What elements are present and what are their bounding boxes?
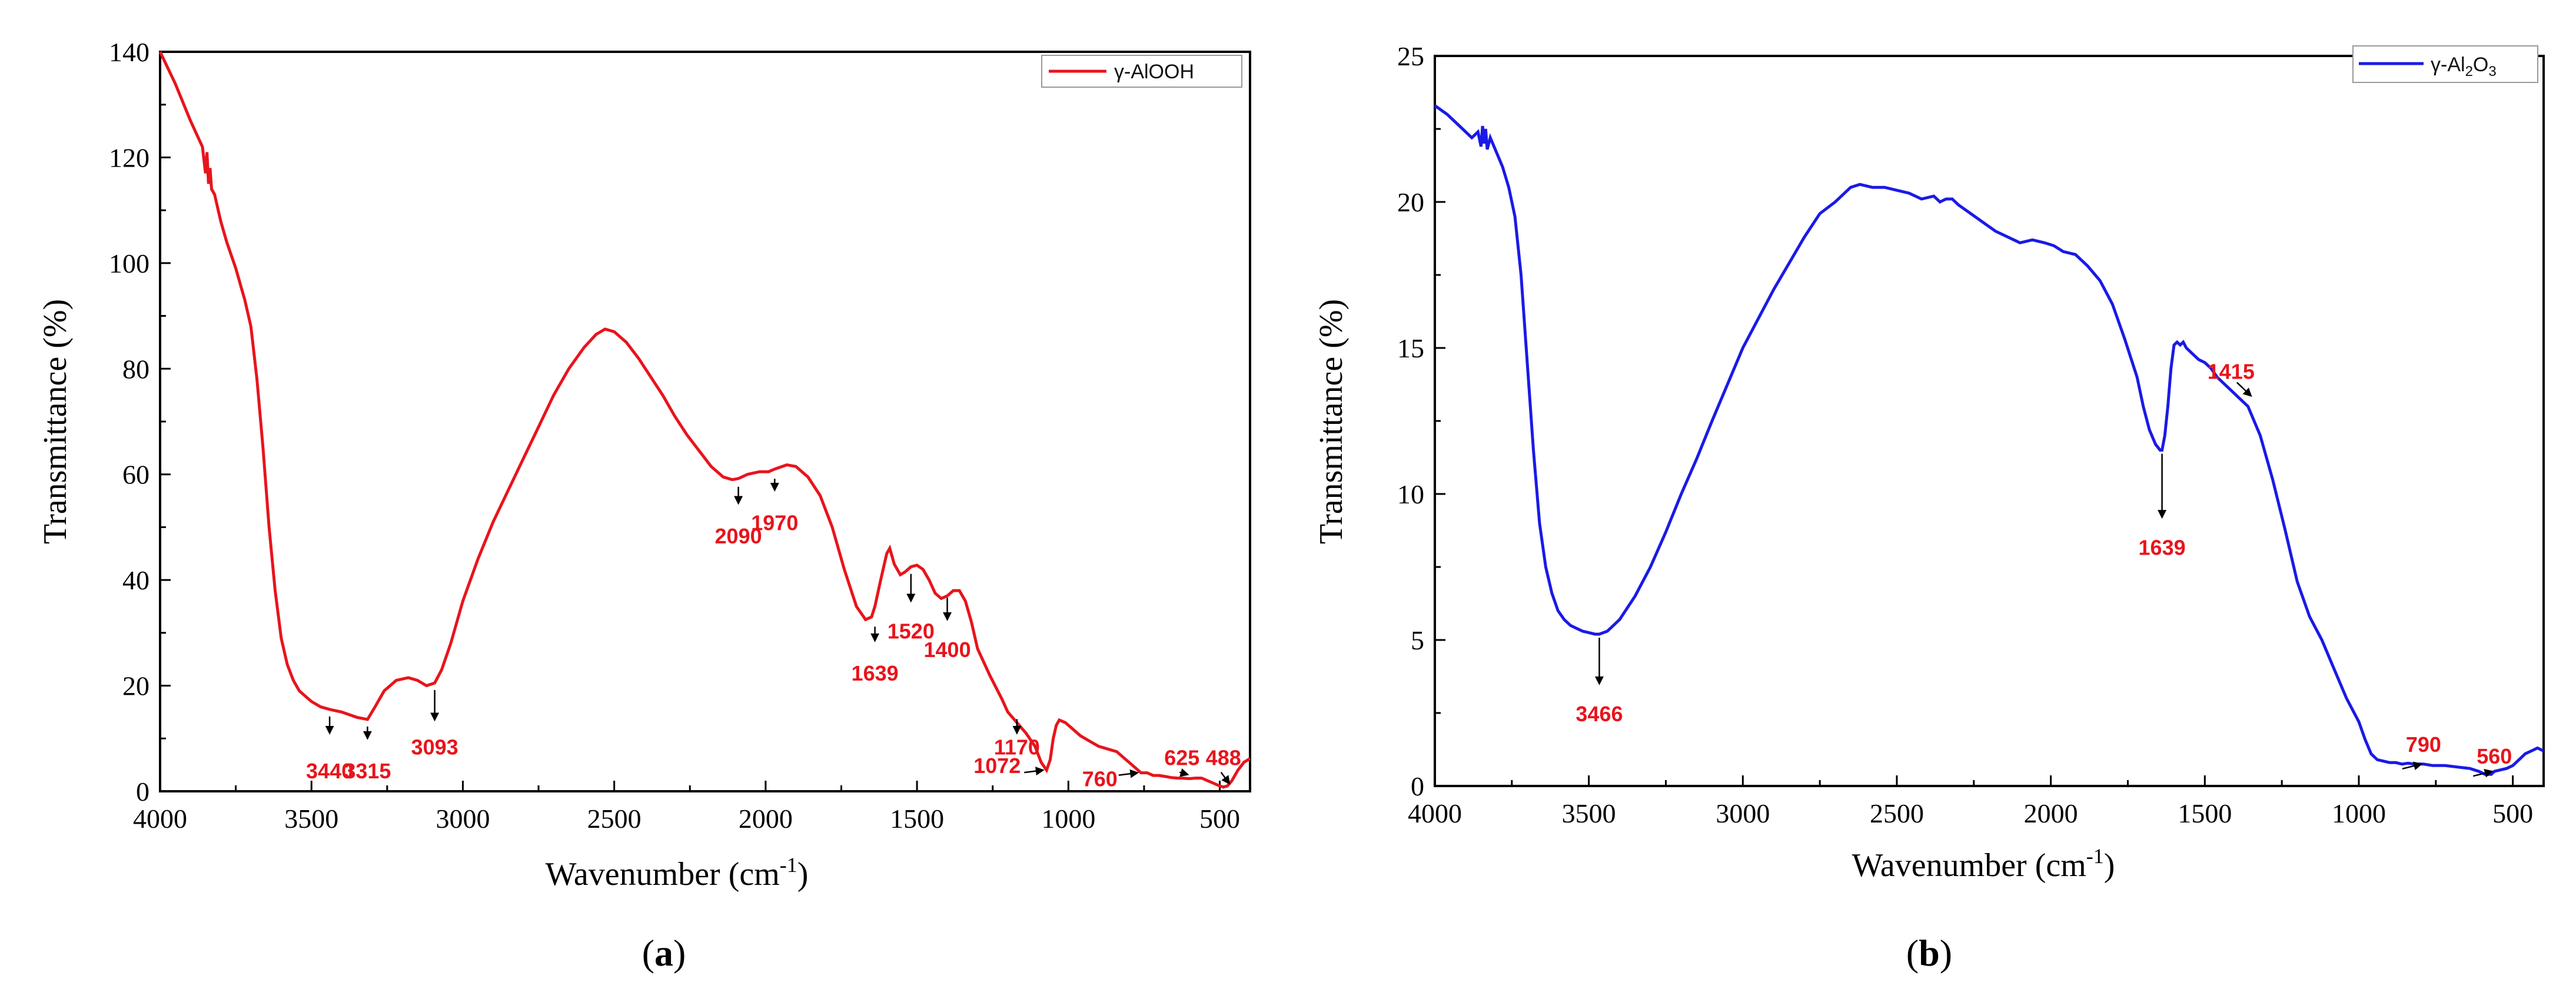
annotation-arrow <box>2236 382 2252 397</box>
y-tick-label: 20 <box>122 671 149 701</box>
legend: γ-Al2O3 <box>2352 45 2538 83</box>
panel-b: 0 5 10 15 20 25 4000 3500 3000 2500 2000 1500 1000 5… <box>1313 41 2545 974</box>
annotation-arrow <box>1179 768 1189 777</box>
y-tick-label: 100 <box>109 248 149 278</box>
annotation-label: 3440 <box>306 759 353 783</box>
x-axis-title: Wavenumber (cm-1) <box>1852 844 2115 884</box>
y-tick-label: 0 <box>1411 771 1424 801</box>
annotation-label: 488 <box>1206 746 1241 770</box>
x-tick-label: 1000 <box>2332 798 2386 828</box>
x-tick-label: 2000 <box>739 804 793 834</box>
annotation-label: 760 <box>1082 767 1118 791</box>
peak-annotation-1415: 1415 <box>2208 360 2255 397</box>
x-axis-ticks: 4000 3500 3000 2500 2000 1500 1000 500 <box>133 781 1240 834</box>
y-tick-label: 25 <box>1397 41 1424 71</box>
annotation-label: 790 <box>2406 732 2441 757</box>
y-axis-ticks: 0 20 40 60 80 100 120 140 <box>109 37 171 807</box>
legend: γ-AlOOH <box>1041 55 1242 88</box>
x-tick-label: 1500 <box>2178 798 2232 828</box>
peak-annotation-3466: 3466 <box>1575 638 1623 726</box>
annotation-label: 3093 <box>411 735 458 759</box>
y-tick-label: 15 <box>1397 333 1424 363</box>
peak-annotation-790: 790 <box>2402 732 2441 771</box>
y-axis-title: Transmittance (%) <box>37 299 74 544</box>
y-tick-label: 140 <box>109 37 149 67</box>
x-tick-label: 1000 <box>1041 804 1095 834</box>
x-tick-label: 2500 <box>1870 798 1924 828</box>
annotation-arrow <box>1220 771 1231 785</box>
y-axis-ticks: 0 5 10 15 20 25 <box>1397 41 1445 801</box>
annotation-label: 625 <box>1164 746 1199 770</box>
panel-caption-b: (b) <box>1906 932 1952 974</box>
annotation-arrow <box>1024 767 1045 776</box>
x-axis-ticks: 4000 3500 3000 2500 2000 1500 1000 500 <box>1408 775 2533 828</box>
peak-annotation-760: 760 <box>1082 767 1139 791</box>
x-tick-label: 500 <box>2492 798 2533 828</box>
legend-label: γ-AlOOH <box>1114 61 1194 83</box>
y-axis-title: Transmittance (%) <box>1313 299 1350 544</box>
x-tick-label: 2000 <box>2024 798 2078 828</box>
panel-caption-a: (a) <box>642 932 686 974</box>
panel-a: 0 20 40 60 80 100 120 140 4000 3500 3000 2500 2000 1… <box>37 37 1251 974</box>
annotation-label: 1639 <box>2139 535 2186 559</box>
x-tick-label: 3000 <box>1716 798 1770 828</box>
y-tick-label: 60 <box>122 460 149 490</box>
annotation-arrow <box>2472 768 2494 778</box>
peak-annotation-3093: 3093 <box>411 690 458 759</box>
y-tick-label: 5 <box>1411 625 1424 655</box>
annotation-label: 2090 <box>715 524 762 548</box>
peak-annotation-1970: 1970 <box>751 479 798 535</box>
peak-annotation-488: 488 <box>1206 746 1241 785</box>
annotation-label: 1639 <box>852 661 899 685</box>
series-line-gamma-alooh <box>158 51 1251 789</box>
peak-annotation-1520: 1520 <box>888 573 935 643</box>
y-tick-label: 120 <box>109 142 149 173</box>
y-tick-label: 10 <box>1397 479 1424 509</box>
x-tick-label: 3000 <box>436 804 490 834</box>
plot-area-frame <box>1434 55 2545 787</box>
annotation-label: 1072 <box>973 754 1021 778</box>
x-tick-label: 3500 <box>1562 798 1616 828</box>
annotation-label: 1170 <box>994 735 1040 759</box>
series-line-gamma-al2o3 <box>1434 104 2545 776</box>
peak-annotation-1639: 1639 <box>852 626 899 685</box>
x-tick-label: 3500 <box>284 804 338 834</box>
y-tick-label: 20 <box>1397 187 1424 217</box>
annotation-label: 1400 <box>924 638 971 662</box>
annotation-label: 1970 <box>751 510 798 535</box>
y-tick-label: 80 <box>122 354 149 384</box>
annotation-label: 1415 <box>2208 360 2255 384</box>
peak-annotation-1400: 1400 <box>924 598 971 662</box>
peak-annotation-2090: 2090 <box>715 486 762 548</box>
peak-annotation-3440: 3440 <box>306 716 353 783</box>
x-axis-title: Wavenumber (cm-1) <box>546 853 809 893</box>
peak-annotation-3315: 3315 <box>344 726 391 783</box>
annotation-label: 1520 <box>888 619 935 643</box>
peak-annotation-1072: 1072 <box>973 754 1045 778</box>
annotation-label: 3315 <box>344 759 391 783</box>
x-tick-label: 1500 <box>890 804 944 834</box>
annotation-arrow <box>2402 761 2423 771</box>
peak-annotation-1170: 1170 <box>994 719 1040 759</box>
y-tick-label: 40 <box>122 565 149 595</box>
plot-area-frame <box>159 51 1251 792</box>
annotation-label: 3466 <box>1575 702 1623 726</box>
peak-annotations: 3466 1639 1415 790 560 <box>1575 360 2512 778</box>
x-tick-label: 4000 <box>133 804 187 834</box>
annotation-label: 560 <box>2477 744 2512 768</box>
peak-annotation-560: 560 <box>2472 744 2512 778</box>
annotation-arrow <box>1118 769 1139 778</box>
x-tick-label: 4000 <box>1408 798 1462 828</box>
x-tick-label: 500 <box>1199 804 1240 834</box>
peak-annotation-625: 625 <box>1164 746 1199 777</box>
x-tick-label: 2500 <box>587 804 641 834</box>
legend-label: γ-Al2O3 <box>2431 54 2497 79</box>
y-tick-label: 0 <box>136 777 149 807</box>
peak-annotation-1639: 1639 <box>2139 453 2186 559</box>
